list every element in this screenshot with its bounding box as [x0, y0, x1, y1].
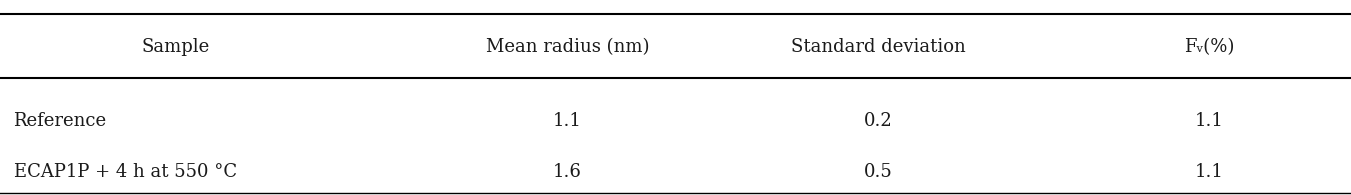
- Text: Fᵥ(%): Fᵥ(%): [1183, 38, 1235, 56]
- Text: 1.6: 1.6: [553, 163, 582, 181]
- Text: Reference: Reference: [14, 112, 107, 130]
- Text: Sample: Sample: [142, 38, 209, 56]
- Text: 1.1: 1.1: [1194, 112, 1224, 130]
- Text: 1.1: 1.1: [553, 112, 582, 130]
- Text: Standard deviation: Standard deviation: [790, 38, 966, 56]
- Text: 0.2: 0.2: [863, 112, 893, 130]
- Text: 0.5: 0.5: [863, 163, 893, 181]
- Text: ECAP1P + 4 h at 550 °C: ECAP1P + 4 h at 550 °C: [14, 163, 236, 181]
- Text: 1.1: 1.1: [1194, 163, 1224, 181]
- Text: Mean radius (nm): Mean radius (nm): [485, 38, 650, 56]
